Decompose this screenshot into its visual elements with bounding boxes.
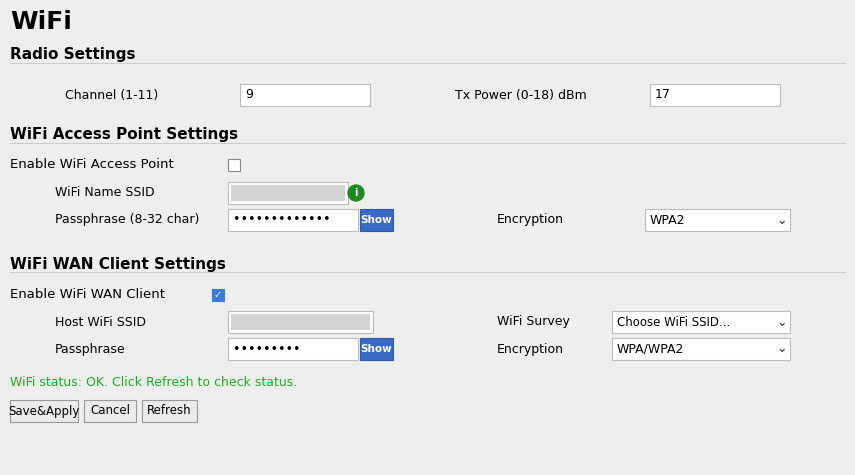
Text: Show: Show bbox=[361, 215, 392, 225]
Text: Save&Apply: Save&Apply bbox=[9, 405, 80, 418]
Text: WiFi Survey: WiFi Survey bbox=[497, 315, 570, 329]
Text: Channel (1-11): Channel (1-11) bbox=[65, 88, 158, 102]
FancyBboxPatch shape bbox=[360, 209, 393, 231]
Text: WiFi Access Point Settings: WiFi Access Point Settings bbox=[10, 127, 239, 142]
FancyBboxPatch shape bbox=[228, 338, 358, 360]
Text: 9: 9 bbox=[245, 88, 253, 102]
FancyBboxPatch shape bbox=[645, 209, 790, 231]
Text: ⌄: ⌄ bbox=[776, 342, 787, 355]
Text: ⌄: ⌄ bbox=[776, 213, 787, 227]
Text: i: i bbox=[354, 188, 357, 198]
FancyBboxPatch shape bbox=[212, 289, 224, 301]
Text: WiFi Name SSID: WiFi Name SSID bbox=[55, 187, 155, 200]
FancyBboxPatch shape bbox=[10, 400, 78, 422]
FancyBboxPatch shape bbox=[84, 400, 136, 422]
Text: WiFi status: OK. Click Refresh to check status.: WiFi status: OK. Click Refresh to check … bbox=[10, 376, 298, 389]
FancyBboxPatch shape bbox=[240, 84, 370, 106]
FancyBboxPatch shape bbox=[228, 311, 373, 333]
Text: Refresh: Refresh bbox=[147, 405, 192, 418]
FancyBboxPatch shape bbox=[650, 84, 780, 106]
Text: Choose WiFi SSID...: Choose WiFi SSID... bbox=[617, 315, 730, 329]
Text: Enable WiFi WAN Client: Enable WiFi WAN Client bbox=[10, 288, 165, 302]
Text: Host WiFi SSID: Host WiFi SSID bbox=[55, 315, 146, 329]
Text: Enable WiFi Access Point: Enable WiFi Access Point bbox=[10, 159, 174, 171]
Circle shape bbox=[348, 185, 364, 201]
Text: Encryption: Encryption bbox=[497, 342, 564, 355]
Text: •••••••••: ••••••••• bbox=[233, 342, 300, 355]
Text: ✓: ✓ bbox=[214, 290, 222, 300]
Text: •••••••••••••: ••••••••••••• bbox=[233, 213, 331, 227]
FancyBboxPatch shape bbox=[612, 338, 790, 360]
FancyBboxPatch shape bbox=[231, 314, 370, 330]
Text: Radio Settings: Radio Settings bbox=[10, 48, 135, 63]
Text: 17: 17 bbox=[655, 88, 671, 102]
Text: WiFi WAN Client Settings: WiFi WAN Client Settings bbox=[10, 256, 226, 272]
FancyBboxPatch shape bbox=[231, 185, 345, 201]
FancyBboxPatch shape bbox=[612, 311, 790, 333]
Text: Passphrase: Passphrase bbox=[55, 342, 126, 355]
Text: WPA/WPA2: WPA/WPA2 bbox=[617, 342, 684, 355]
FancyBboxPatch shape bbox=[228, 159, 240, 171]
Text: Passphrase (8-32 char): Passphrase (8-32 char) bbox=[55, 213, 199, 227]
FancyBboxPatch shape bbox=[142, 400, 197, 422]
FancyBboxPatch shape bbox=[228, 182, 348, 204]
Text: Encryption: Encryption bbox=[497, 213, 564, 227]
Text: ⌄: ⌄ bbox=[776, 315, 787, 329]
Text: WPA2: WPA2 bbox=[650, 213, 686, 227]
Text: Cancel: Cancel bbox=[90, 405, 130, 418]
Text: Show: Show bbox=[361, 344, 392, 354]
Text: WiFi: WiFi bbox=[10, 10, 72, 34]
FancyBboxPatch shape bbox=[228, 209, 358, 231]
FancyBboxPatch shape bbox=[360, 338, 393, 360]
Text: Tx Power (0-18) dBm: Tx Power (0-18) dBm bbox=[455, 88, 587, 102]
